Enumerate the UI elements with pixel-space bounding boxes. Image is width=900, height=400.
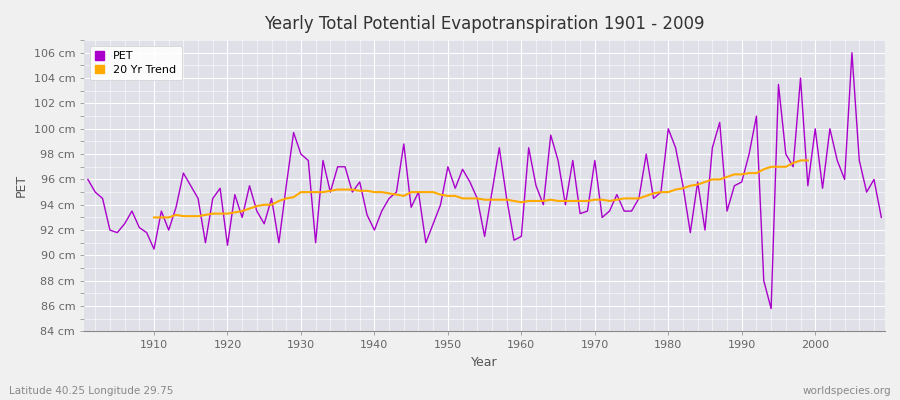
20 Yr Trend	[773, 164, 784, 169]
Text: Latitude 40.25 Longitude 29.75: Latitude 40.25 Longitude 29.75	[9, 386, 174, 396]
20 Yr Trend	[692, 182, 703, 187]
Text: worldspecies.org: worldspecies.org	[803, 386, 891, 396]
PET	[347, 190, 358, 194]
PET	[604, 209, 615, 214]
PET	[847, 50, 858, 55]
PET	[303, 158, 314, 163]
PET	[876, 215, 886, 220]
PET	[141, 230, 152, 235]
20 Yr Trend	[237, 209, 248, 214]
PET	[83, 177, 94, 182]
Line: PET: PET	[88, 53, 881, 309]
PET	[516, 234, 526, 239]
20 Yr Trend	[604, 198, 615, 203]
20 Yr Trend	[347, 187, 358, 192]
PET	[508, 238, 519, 243]
Legend: PET, 20 Yr Trend: PET, 20 Yr Trend	[90, 46, 182, 80]
X-axis label: Year: Year	[472, 356, 498, 369]
20 Yr Trend	[795, 158, 806, 163]
Line: 20 Yr Trend: 20 Yr Trend	[154, 160, 808, 218]
20 Yr Trend	[148, 215, 159, 220]
Title: Yearly Total Potential Evapotranspiration 1901 - 2009: Yearly Total Potential Evapotranspiratio…	[265, 15, 705, 33]
20 Yr Trend	[803, 158, 814, 163]
PET	[766, 306, 777, 311]
20 Yr Trend	[707, 177, 718, 182]
Y-axis label: PET: PET	[15, 174, 28, 197]
